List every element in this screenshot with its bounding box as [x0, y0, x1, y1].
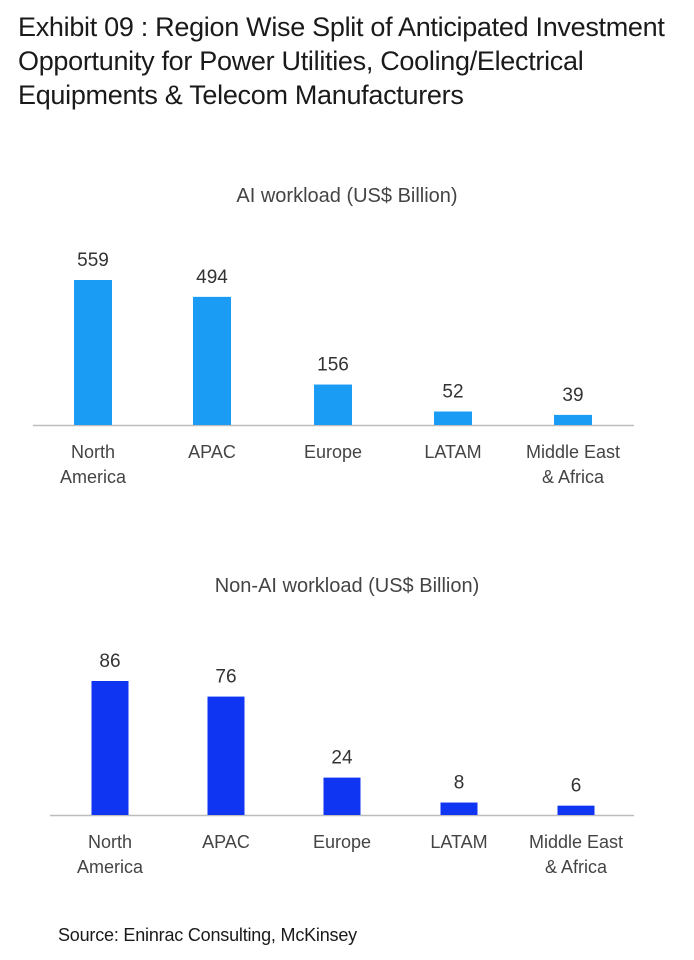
category-label: North America: [77, 832, 144, 877]
data-label: 8: [454, 773, 465, 794]
data-label: 156: [317, 355, 349, 376]
bar: [440, 802, 478, 815]
bar: [207, 696, 245, 815]
data-label: 24: [331, 748, 353, 769]
data-label: 494: [196, 267, 228, 288]
non-ai-chart-title: Non-AI workload (US$ Billion): [214, 575, 480, 597]
data-label: 559: [77, 250, 109, 271]
bar: [557, 805, 595, 815]
category-label: APAC: [202, 832, 250, 852]
category-label: LATAM: [424, 442, 481, 462]
bar: [434, 411, 472, 425]
category-label: APAC: [188, 442, 236, 462]
bar: [314, 384, 352, 425]
data-label: 52: [442, 382, 463, 403]
data-label: 76: [215, 667, 236, 688]
bar: [554, 414, 592, 425]
ai-workload-bars: 559 North America 494 APAC 156 Europe 52 LATAM 39…: [33, 250, 634, 487]
bar: [74, 280, 112, 425]
bar: [91, 681, 129, 815]
source-note: Source: Eninrac Consulting, McKinsey: [58, 925, 357, 945]
category-label: LATAM: [430, 832, 487, 852]
category-label: Middle East & Africa: [529, 832, 623, 877]
data-label: 39: [562, 385, 583, 406]
data-label: 6: [571, 776, 582, 797]
category-label: North America: [60, 442, 127, 487]
bar: [323, 777, 361, 815]
category-label: Europe: [304, 442, 362, 462]
bar: [193, 296, 231, 425]
category-label: Europe: [313, 832, 371, 852]
ai-chart-title: AI workload (US$ Billion): [236, 185, 458, 207]
non-ai-workload-bars: 86 North America 76 APAC 24 Europe 8 LATAM 6 Middl…: [50, 651, 634, 877]
exhibit-title: Exhibit 09 : Region Wise Split of Antici…: [18, 12, 665, 110]
category-label: Middle East & Africa: [526, 442, 620, 487]
data-label: 86: [99, 651, 120, 672]
